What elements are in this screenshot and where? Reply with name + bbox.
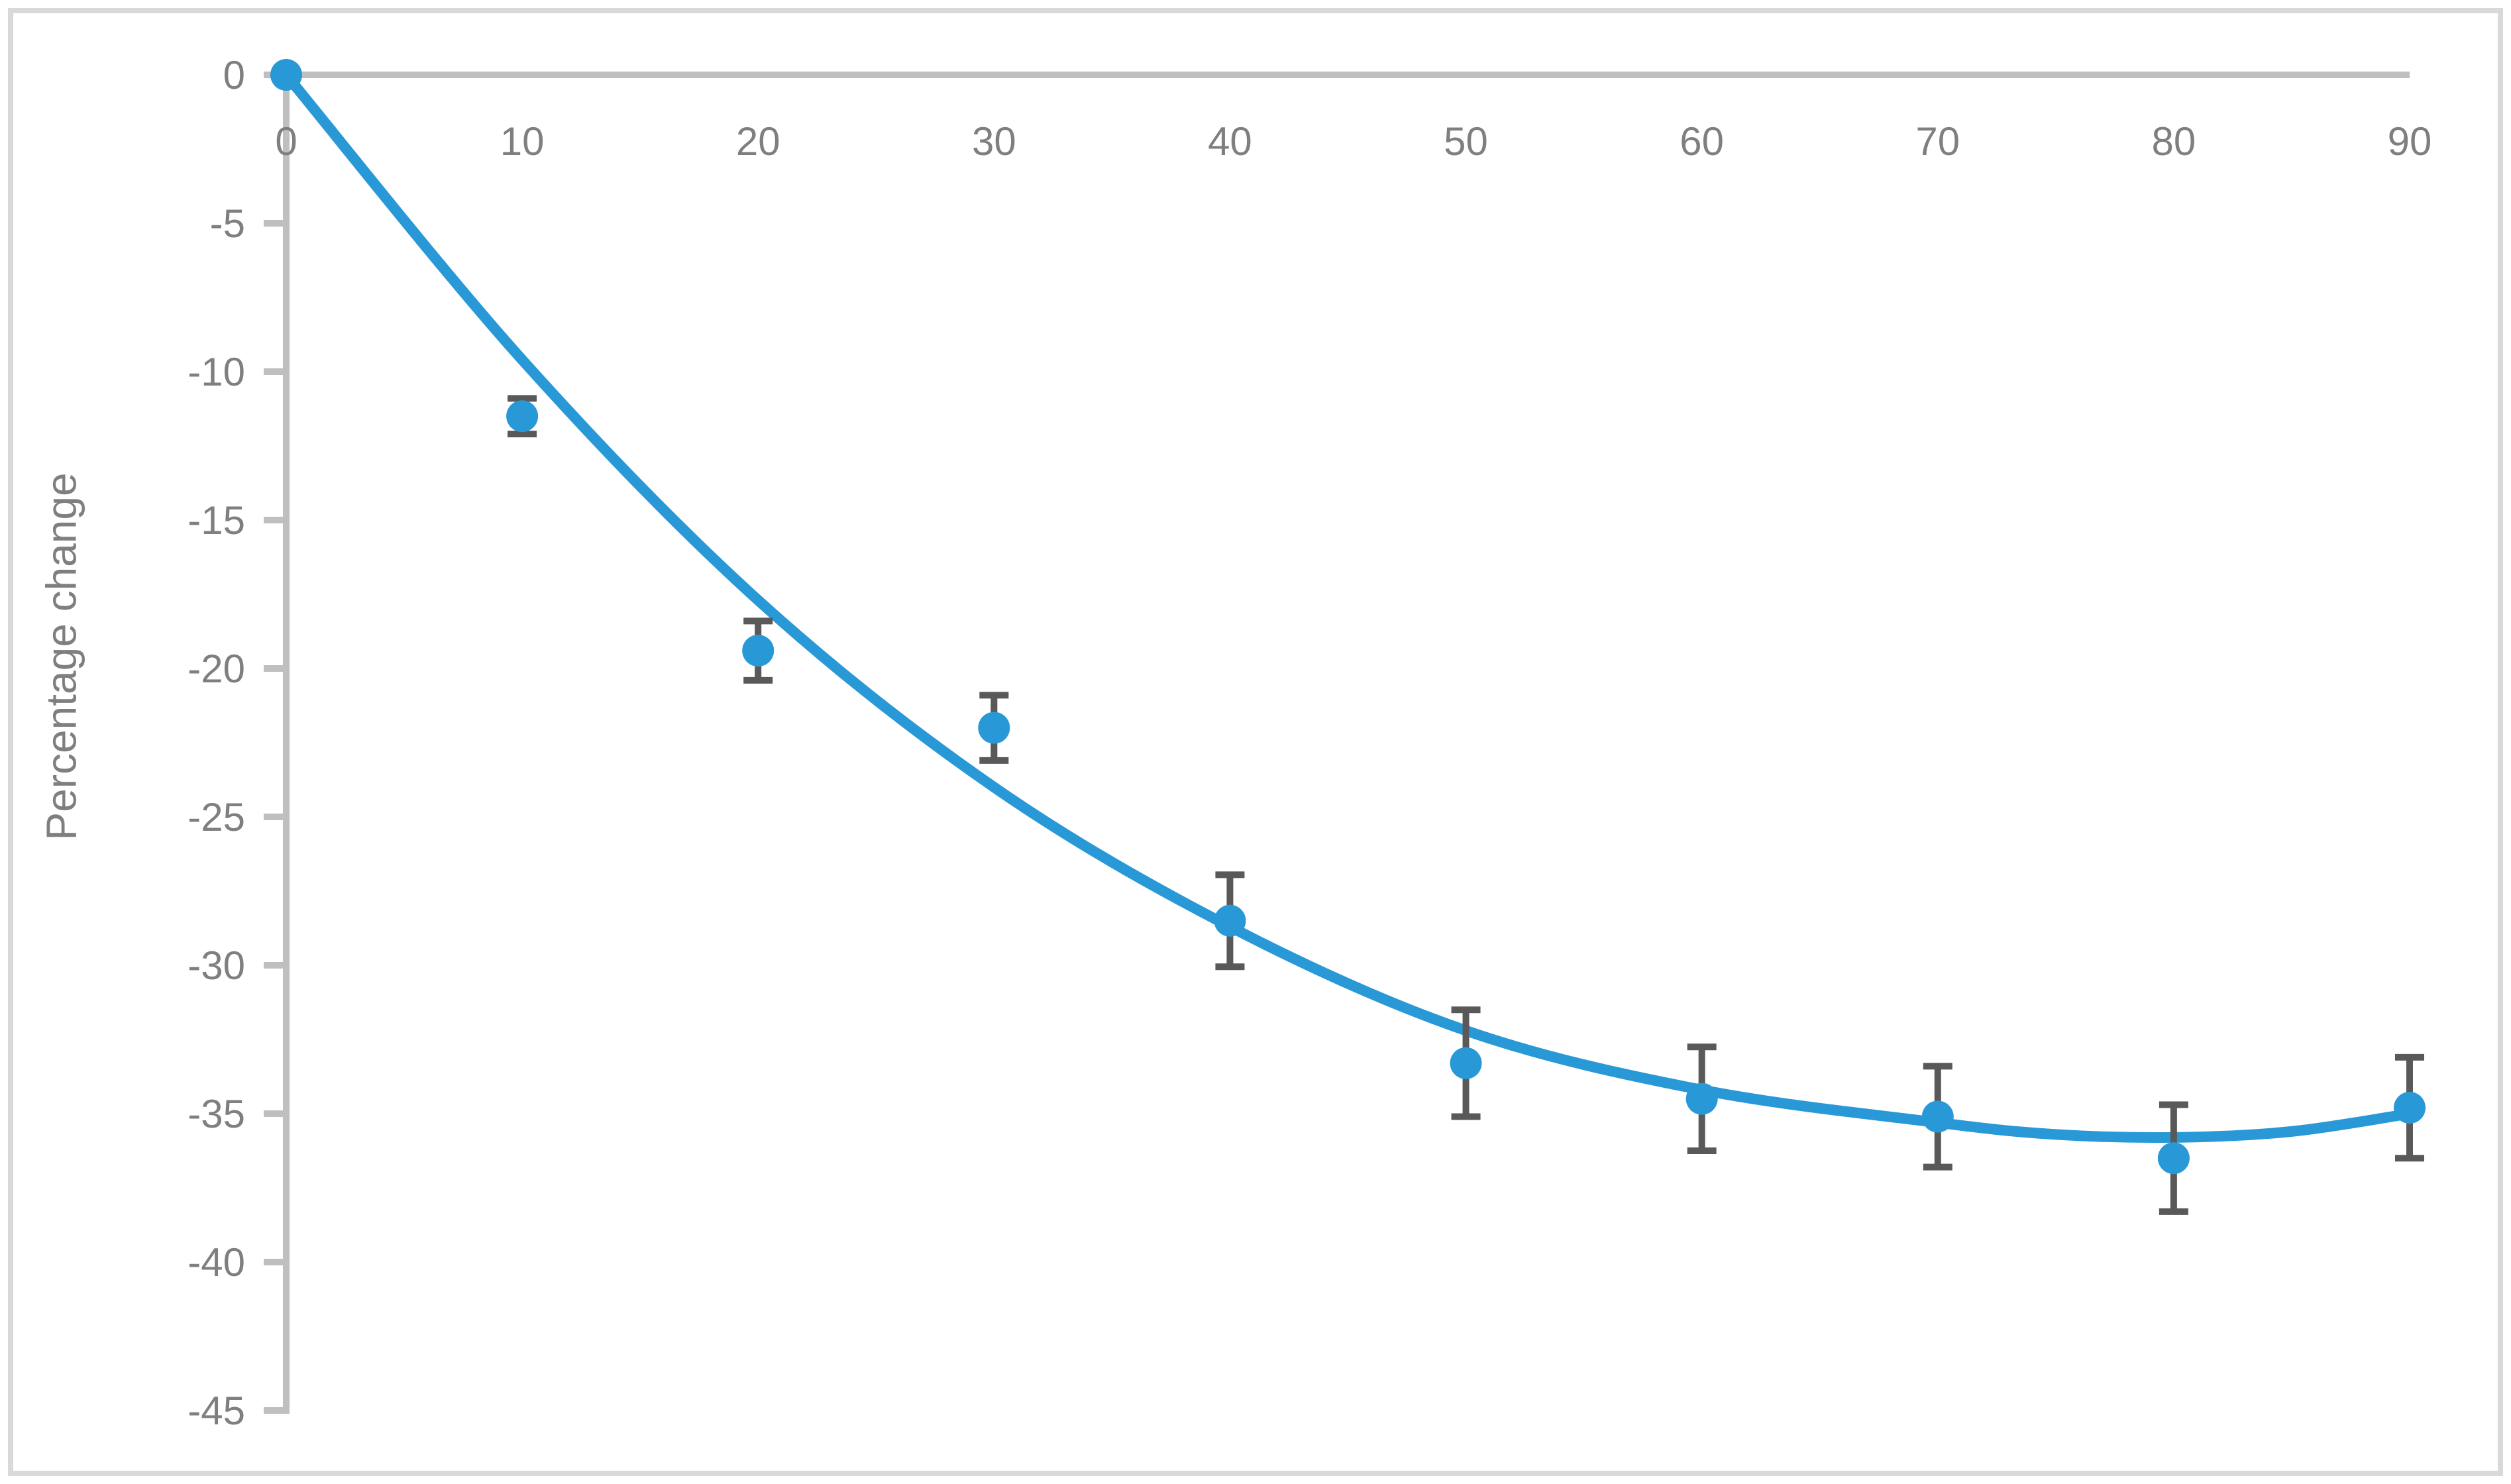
- data-point-marker: [1921, 1100, 1954, 1133]
- x-tick-label: 80: [2152, 119, 2196, 164]
- data-point-marker: [1214, 904, 1246, 937]
- x-tick-label: 60: [1680, 119, 1724, 164]
- trendline-group: [281, 70, 2415, 1143]
- y-axis-title: Percentage change: [37, 472, 85, 840]
- y-tick-label: -20: [187, 647, 245, 691]
- x-tick-label: 40: [1208, 119, 1252, 164]
- data-point-marker: [1685, 1083, 1718, 1115]
- y-tick-label: -30: [187, 943, 245, 988]
- data-point-marker: [978, 712, 1010, 744]
- x-tick-label: 70: [1915, 119, 1960, 164]
- y-tick-label: -5: [210, 201, 245, 246]
- y-tick-label: -15: [187, 498, 245, 543]
- y-tick-label: 0: [223, 53, 245, 97]
- x-tick-label: 20: [736, 119, 780, 164]
- y-tick-label: -10: [187, 350, 245, 394]
- tick-labels: 0 -5 -10 -15 -20 -25 -30 -35 -40 -45 0 10 20 30 40 50 60…: [187, 53, 2431, 1433]
- error-bars-group: [508, 395, 2424, 1215]
- y-tick-label: -35: [187, 1092, 245, 1136]
- y-tick-label: -25: [187, 795, 245, 839]
- figure-border: [8, 8, 2503, 1476]
- data-point-marker: [2157, 1142, 2190, 1175]
- data-points-group: [270, 59, 2426, 1175]
- x-tick-label: 10: [500, 119, 545, 164]
- data-point-marker: [270, 59, 302, 91]
- data-point-marker: [2394, 1092, 2426, 1124]
- trendline-curve: [281, 70, 2415, 1143]
- y-tick-label: -45: [187, 1389, 245, 1433]
- x-tick-label: 90: [2388, 119, 2432, 164]
- x-tick-label: 0: [275, 119, 297, 164]
- x-tick-label: 30: [972, 119, 1016, 164]
- data-point-marker: [506, 400, 539, 433]
- axes: [264, 72, 2410, 1414]
- x-tick-label: 50: [1444, 119, 1488, 164]
- data-point-marker: [742, 635, 775, 667]
- y-tick-label: -40: [187, 1240, 245, 1285]
- data-point-marker: [1450, 1047, 1482, 1079]
